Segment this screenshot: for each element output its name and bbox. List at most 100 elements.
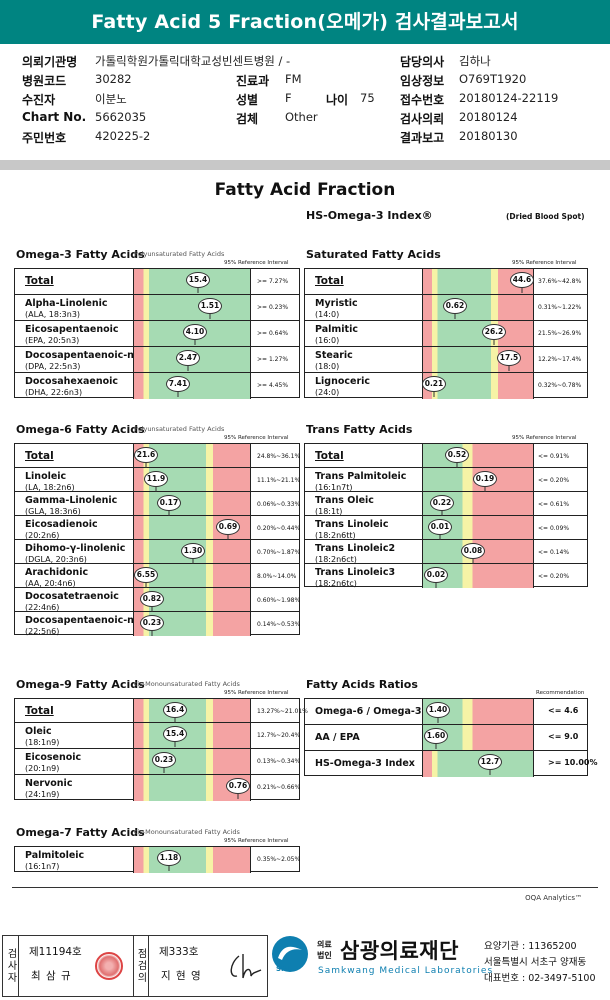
marker-tick: [174, 742, 176, 747]
reference-color-scale: [134, 699, 250, 722]
fatty-acid-code: (18:2n6ct): [315, 555, 357, 564]
fatty-acid-name: Alpha-Linolenic: [25, 298, 108, 309]
result-bar: 6.55: [133, 564, 251, 588]
reference-interval: 0.70%~1.87%: [257, 549, 301, 556]
omega3-row-eicosapentaenoic: Eicosapentaenoic (EPA, 20:5n3) 4.10 >= 0.64…: [15, 321, 299, 347]
resident-no-label: 주민번호: [22, 131, 67, 145]
fatty-acid-name: Total: [25, 705, 54, 717]
reference-interval: 11.1%~21.1%: [257, 477, 301, 484]
omega7-section-subtitle: cis-Monounsaturated Fatty Acids: [134, 828, 240, 836]
report-date-value: 20180130: [459, 129, 518, 143]
reference-interval: >= 0.64%: [257, 330, 289, 337]
reference-color-scale: [134, 588, 250, 611]
org-facility-code: 요양기관 : 11365200: [484, 941, 577, 952]
result-value-marker: 15.4: [186, 272, 210, 288]
chart-no-label: Chart No.: [22, 110, 87, 124]
result-bar: 26.2: [422, 321, 534, 346]
fatty-acid-name: Oleic: [25, 726, 52, 737]
omega9-ref-header: 95% Reference Interval: [224, 690, 289, 696]
result-bar: 1.18: [133, 847, 251, 873]
marker-tick: [439, 535, 441, 540]
reference-interval: 13.27%~21.01%: [257, 708, 308, 715]
sml-logo-icon: [272, 936, 308, 972]
saturated-row-palmitic: Palmitic (16:0) 26.2 21.5%~26.9%: [305, 321, 587, 347]
fatty-acid-code: (14:0): [315, 310, 340, 319]
reference-interval: <= 0.09%: [538, 525, 570, 532]
marker-tick: [441, 511, 443, 516]
accession-no-label: 접수번호: [400, 93, 445, 107]
result-value-marker: 11.9: [144, 471, 168, 487]
fatty-acid-name: Eicosenoic: [25, 752, 82, 763]
marker-tick: [187, 366, 189, 371]
fatty-acid-code: (18:1t): [315, 507, 343, 516]
fatty-acid-code: (DPA, 22:5n3): [25, 362, 81, 371]
org-type: 의료법인: [317, 940, 332, 960]
sml-logo-text: SML: [276, 965, 293, 973]
reference-color-scale: [423, 321, 533, 346]
fatty-acid-name: Total: [315, 275, 344, 287]
omega7-table: Palmitoleic (16:1n7) 1.18 0.35%~2.05%: [14, 846, 300, 873]
org-name: 삼광의료재단: [340, 939, 459, 963]
reference-interval: <= 0.61%: [538, 501, 570, 508]
omega6-section-title: Omega-6 Fatty Acids: [16, 423, 145, 436]
result-value-marker: 6.55: [134, 567, 158, 583]
omega6-row-gamma-linolenic: Gamma-Linolenic (GLA, 18:3n6) 0.17 0.06%~0.…: [15, 492, 300, 516]
ratios-table: Omega-6 / Omega-3 1.40 <= 4.6 AA / EPA 1.60 <…: [304, 698, 598, 777]
omega6-row-docosapentaenoic-n6: Docosapentaenoic-n6 (22:5n6) 0.23 0.14%~0.5…: [15, 612, 301, 636]
result-value-marker: 0.21: [422, 376, 446, 392]
fatty-acid-code: (22:5n6): [25, 627, 60, 636]
marker-tick: [194, 340, 196, 345]
omega3-row-docosapentaenoic-n3: Docosapentaenoic-n3 (DPA, 22:5n3) 2.47 >= 1…: [15, 347, 299, 373]
omega6-row-total: Total 21.6 24.8%~36.1%: [15, 444, 300, 468]
result-bar: 1.40: [422, 699, 534, 724]
result-value-marker: 26.2: [482, 324, 506, 340]
request-date-label: 검사의뢰: [400, 112, 445, 126]
patient-name-value: 이분노: [95, 92, 127, 106]
ratios-ref-header: Recommendation: [536, 690, 585, 696]
reference-interval: >= 0.23%: [257, 304, 289, 311]
saturated-row-lignoceric: Lignoceric (24:0) 0.21 0.32%~0.78%: [305, 373, 587, 399]
hospital-code-value: 30282: [95, 72, 132, 86]
result-bar: 1.30: [133, 540, 251, 564]
trans-row-trans-linoleic: Trans Linoleic (18:2n6tt) 0.01 <= 0.09%: [305, 516, 587, 540]
reference-interval: >= 10.00%: [548, 758, 598, 767]
specimen-value: Other: [285, 110, 318, 124]
patient-header: 의뢰기관명 가톨릭학원가톨릭대학교성빈센트병원 / - 병원코드 30282 수진자 이분…: [0, 50, 610, 158]
resident-no-value: 420225-2: [95, 129, 151, 143]
result-bar: 0.02: [422, 564, 534, 588]
trans-row-trans-linoleic2: Trans Linoleic2 (18:2n6ct) 0.08 <= 0.14%: [305, 540, 587, 564]
fatty-acid-code: (ALA, 18:3n3): [25, 310, 81, 319]
result-bar: 1.60: [422, 725, 534, 750]
tester-name: 최 삼 규: [31, 970, 72, 982]
result-value-marker: 44.6: [510, 272, 534, 288]
omega9-row-eicosenoic: Eicosenoic (20:1n9) 0.23 0.13%~0.34%: [15, 749, 300, 775]
result-bar: 0.23: [133, 749, 251, 774]
org-english-name: Samkwang Medical Laboratories: [318, 966, 494, 976]
ratios-section-title: Fatty Acids Ratios: [306, 678, 418, 691]
result-value-marker: 0.08: [461, 543, 485, 559]
reference-color-scale: [134, 373, 250, 399]
omega7-ref-header: 95% Reference Interval: [224, 838, 289, 844]
saturated-row-total: Total 44.6 37.6%~42.8%: [305, 269, 587, 295]
reference-interval: 0.21%~0.66%: [257, 784, 301, 791]
trans-section-title: Trans Fatty Acids: [306, 423, 413, 436]
marker-tick: [192, 559, 194, 564]
reference-color-scale: [134, 295, 250, 320]
fatty-acid-name: Nervonic: [25, 778, 73, 789]
reference-interval: <= 0.20%: [538, 573, 570, 580]
omega9-section-title: Omega-9 Fatty Acids: [16, 678, 145, 691]
trans-ref-header: 95% Reference Interval: [512, 435, 577, 441]
fatty-acid-name: Gamma-Linolenic: [25, 495, 118, 506]
result-bar: 44.6: [422, 269, 534, 294]
marker-tick: [151, 607, 153, 612]
omega7-section-title: Omega-7 Fatty Acids: [16, 826, 145, 839]
reference-color-scale: [134, 723, 250, 748]
fatty-acid-name: Docosapentaenoic-n3: [25, 350, 141, 361]
reference-interval: 21.5%~26.9%: [538, 330, 582, 337]
omega6-row-dihomo-linolenic: Dihomo-γ-linolenic (DGLA, 20:3n6) 1.30 0.70…: [15, 540, 301, 564]
omega3-ref-header: 95% Reference Interval: [224, 260, 289, 266]
reference-interval: 0.14%~0.53%: [257, 621, 301, 628]
fatty-acid-name: Arachidonic: [25, 567, 89, 578]
trans-row-trans-palmitoleic: Trans Palmitoleic (16:1n7t) 0.19 <= 0.20%: [305, 468, 587, 492]
marker-tick: [456, 463, 458, 468]
